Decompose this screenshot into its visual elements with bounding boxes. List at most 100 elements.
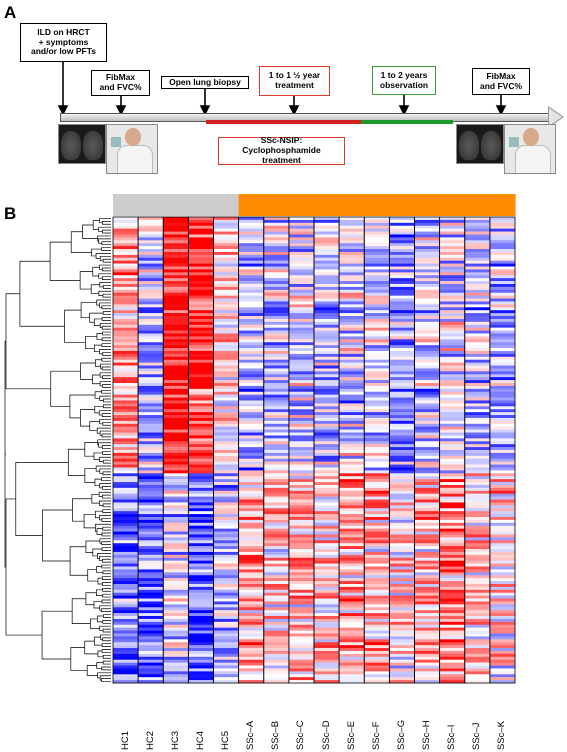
heatmap-cell: [238, 417, 265, 422]
heatmap-cell: [113, 665, 139, 669]
heatmap-cell: [364, 610, 390, 614]
dendrogram-branch: [86, 665, 98, 676]
heatmap-cell: [238, 674, 265, 678]
heatmap-cell: [288, 677, 315, 681]
heatmap-cell: [163, 505, 189, 509]
heatmap-cell: [238, 298, 265, 302]
heatmap-cell: [213, 348, 239, 352]
heatmap-cell: [288, 482, 315, 486]
heatmap-cell: [138, 231, 164, 235]
heatmap-cell: [288, 519, 315, 524]
heatmap-cell: [314, 234, 340, 238]
heatmap-cell: [188, 516, 214, 521]
dendrogram-branch: [102, 503, 111, 508]
heatmap-cell: [339, 281, 365, 285]
heatmap-cell: [263, 554, 290, 559]
heatmap-cell: [414, 610, 440, 614]
heatmap-cell: [389, 310, 415, 314]
dendrogram-branch: [101, 337, 111, 342]
heatmap-cell: [339, 388, 365, 393]
heatmap-cell: [138, 278, 164, 282]
heatmap-cell: [489, 362, 516, 366]
dendrogram-branch: [80, 362, 96, 380]
heatmap-cell: [489, 525, 516, 529]
heatmap-cell: [489, 342, 516, 346]
heatmap-cell: [464, 592, 491, 596]
heatmap-cell: [288, 549, 315, 553]
heatmap-cell: [288, 350, 315, 355]
heatmap-cell: [439, 677, 466, 681]
heatmap-cell: [138, 423, 164, 427]
dendrogram-branch: [102, 486, 111, 490]
heatmap-cell: [263, 217, 290, 221]
heatmap-cell: [489, 391, 516, 395]
heatmap-cell: [314, 295, 340, 299]
heatmap-cell: [213, 324, 239, 328]
heatmap-cell: [314, 225, 340, 229]
heatmap-cell: [163, 540, 189, 544]
heatmap-cell: [414, 257, 440, 261]
heatmap-cell: [364, 601, 390, 605]
heatmap-cell: [414, 648, 440, 652]
dendrogram-branch: [85, 540, 100, 553]
heatmap-cell: [464, 447, 491, 451]
heatmap-cell: [238, 549, 265, 553]
heatmap-cell: [163, 289, 189, 294]
heatmap-cell: [238, 592, 265, 596]
heatmap-cell: [464, 482, 491, 486]
heatmap-cell: [314, 487, 340, 492]
dendrogram-branch: [70, 647, 88, 671]
heatmap-cell: [113, 616, 139, 620]
heatmap-cell: [439, 648, 466, 652]
heatmap-cell: [188, 624, 214, 628]
heatmap-cell: [439, 569, 466, 573]
heatmap-cell: [489, 589, 516, 594]
heatmap-cell: [263, 400, 290, 404]
heatmap-cell: [163, 525, 189, 529]
heatmap-cell: [489, 272, 516, 276]
heatmap-cell: [314, 575, 340, 579]
heatmap-cell: [163, 292, 189, 296]
heatmap-cell: [138, 432, 164, 436]
heatmap-cell: [188, 333, 214, 337]
heatmap-cell: [238, 516, 265, 521]
heatmap-cell: [439, 336, 466, 340]
heatmap-cell: [213, 630, 239, 634]
heatmap-cell: [113, 572, 139, 576]
heatmap-cell: [439, 278, 466, 282]
heatmap-cell: [113, 240, 139, 244]
heatmap-cell: [263, 237, 290, 241]
heatmap-cell: [489, 575, 516, 579]
heatmap-cell: [163, 551, 189, 556]
heatmap-cell: [439, 438, 466, 442]
heatmap-cell: [188, 217, 214, 221]
heatmap-cell: [414, 345, 440, 349]
heatmap-cell: [414, 432, 440, 436]
heatmap-cell: [439, 572, 466, 576]
heatmap-cell: [389, 243, 415, 247]
heatmap-cell: [389, 665, 415, 669]
heatmap-cell: [489, 508, 516, 512]
heatmap-cell: [364, 391, 390, 395]
heatmap-cell: [288, 368, 315, 372]
heatmap-cell: [314, 330, 340, 334]
heatmap-cell: [464, 659, 491, 663]
heatmap-cell: [238, 348, 265, 352]
heatmap-cell: [439, 426, 466, 430]
heatmap-cell: [188, 397, 214, 401]
heatmap-cell: [364, 566, 390, 570]
heatmap-cell: [113, 630, 139, 634]
heatmap-cell: [263, 648, 290, 652]
heatmap-cell: [439, 519, 466, 524]
heatmap-cell: [188, 406, 214, 410]
heatmap-cell: [339, 680, 365, 684]
heatmap-cell: [364, 257, 390, 261]
heatmap-cell: [113, 508, 139, 512]
heatmap-cell: [364, 557, 390, 561]
heatmap-cell: [489, 534, 516, 538]
heatmap-cell: [439, 490, 466, 494]
heatmap-cell: [238, 283, 265, 288]
heatmap-cell: [163, 543, 189, 547]
group-bar-cell: [188, 194, 215, 216]
heatmap-cell: [314, 490, 340, 494]
